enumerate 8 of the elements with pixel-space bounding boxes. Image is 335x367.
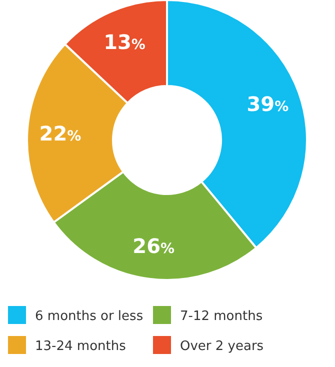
legend-label: Over 2 years bbox=[180, 339, 264, 354]
data-label: 26% bbox=[132, 234, 175, 258]
legend-label: 13-24 months bbox=[35, 339, 126, 354]
data-label: 39% bbox=[246, 92, 289, 116]
data-label: 13% bbox=[104, 30, 146, 54]
data-label: 22% bbox=[39, 121, 82, 146]
legend-label: 6 months or less bbox=[35, 309, 144, 324]
legend-label: 7-12 months bbox=[180, 309, 263, 324]
